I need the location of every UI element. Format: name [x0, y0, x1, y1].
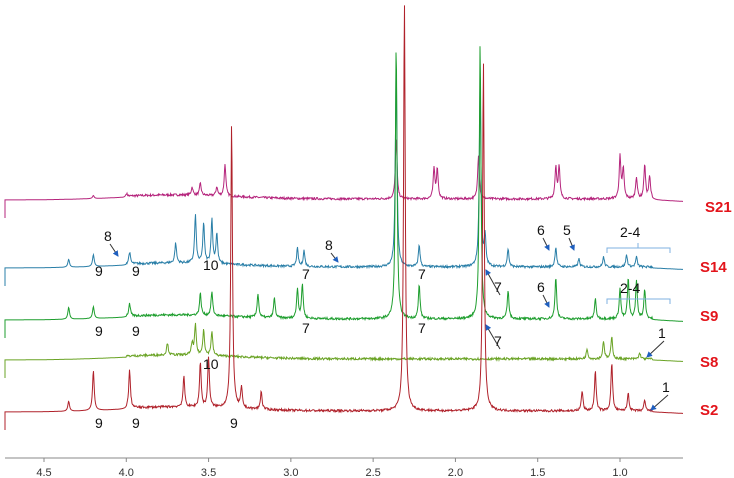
x-tick-label: 1.0 — [612, 467, 627, 478]
x-tick-label: 2.5 — [365, 467, 380, 478]
arrow-icon — [485, 324, 501, 350]
arrow-icon — [542, 237, 550, 251]
peak-label: 7 — [302, 320, 310, 336]
peak-label: 7 — [494, 333, 502, 349]
peak-label: 7 — [302, 266, 310, 282]
bracket-group — [606, 243, 671, 304]
peak-label: 5 — [563, 222, 571, 238]
peak-label: 2-4 — [620, 280, 640, 296]
arrow-icon — [568, 237, 575, 251]
series-label-s8: S8 — [700, 354, 718, 371]
peak-label: 10 — [203, 257, 219, 273]
peak-label: 7 — [418, 320, 426, 336]
x-tick-label: 3.0 — [283, 467, 298, 478]
peak-label: 9 — [95, 415, 103, 431]
arrow-icon — [646, 340, 665, 358]
series-label-s14: S14 — [700, 259, 727, 276]
bracket-2-4-s14 — [606, 243, 671, 253]
spectrum-s2 — [4, 5, 683, 430]
spectrum-s14 — [4, 72, 683, 286]
peak-label: 6 — [537, 222, 545, 238]
series-label-s2: S2 — [700, 402, 718, 419]
arrow-icon — [650, 394, 669, 411]
peak-label: 9 — [95, 263, 103, 279]
spectrum-s9 — [4, 46, 683, 338]
peak-label: 9 — [132, 263, 140, 279]
x-tick-label: 4.5 — [36, 467, 51, 478]
bracket-2-4-s9 — [606, 298, 671, 304]
arrow-icon — [485, 269, 501, 296]
series-label-s21: S21 — [705, 199, 732, 216]
peak-label: 8 — [325, 237, 333, 253]
peak-label: 7 — [418, 266, 426, 282]
arrow-icon — [109, 243, 119, 257]
peak-label: 8 — [104, 228, 112, 244]
peak-label: 1 — [662, 379, 670, 395]
peak-label: 1 — [658, 325, 666, 341]
x-tick-label: 3.5 — [201, 467, 216, 478]
peak-label: 6 — [537, 279, 545, 295]
peak-label: 2-4 — [620, 224, 640, 240]
series-label-s9: S9 — [700, 308, 718, 325]
spectra-group — [4, 5, 684, 430]
peak-label: 9 — [230, 415, 238, 431]
x-axis: 4.5 4.0 3.5 3.0 2.5 2.0 1.5 1.0 — [5, 457, 683, 478]
peak-label: 9 — [95, 323, 103, 339]
peak-label: 10 — [203, 356, 219, 372]
peak-label: 7 — [494, 279, 502, 295]
arrow-icon — [542, 294, 550, 308]
arrow-icon — [330, 252, 339, 263]
x-tick-label: 4.0 — [119, 467, 134, 478]
x-tick-label: 1.5 — [530, 467, 545, 478]
x-tick-label: 2.0 — [448, 467, 463, 478]
peak-label: 9 — [132, 415, 140, 431]
series-labels: S21 S14 S9 S8 S2 — [700, 199, 732, 419]
peak-label: 9 — [132, 323, 140, 339]
spectrum-s21 — [4, 139, 683, 218]
spectrum-s8 — [4, 322, 684, 378]
